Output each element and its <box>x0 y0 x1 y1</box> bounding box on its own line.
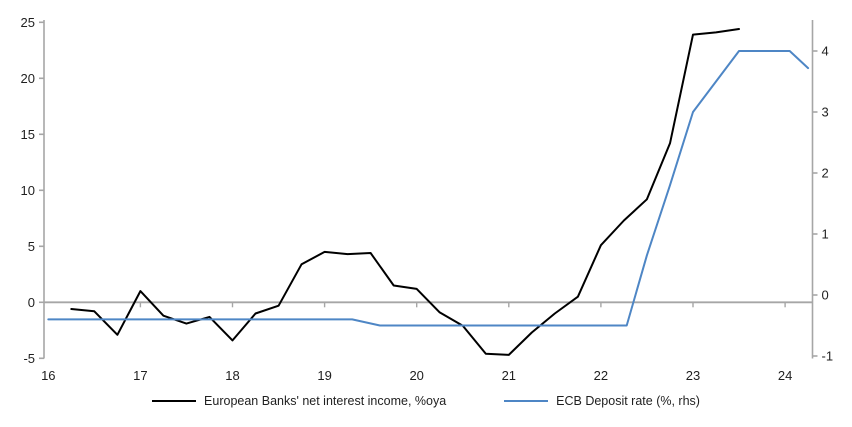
x-axis: 16 17 18 19 20 21 22 23 24 <box>41 301 813 383</box>
x-axis-tick-label: 17 <box>133 368 147 383</box>
left-axis-tick-label: 25 <box>21 15 35 30</box>
left-axis: 25 20 15 10 5 0 -5 <box>21 15 45 366</box>
right-axis: 4 3 2 1 0 -1 <box>811 20 834 364</box>
left-axis-tick-label: 5 <box>28 239 35 254</box>
right-axis-tick-label: 0 <box>822 288 829 303</box>
left-axis-tick-label: -5 <box>23 351 35 366</box>
x-axis-tick-label: 16 <box>41 368 55 383</box>
right-axis-tick-label: 3 <box>822 105 829 120</box>
x-axis-tick-label: 23 <box>686 368 700 383</box>
x-axis-tick-label: 20 <box>409 368 423 383</box>
x-axis-tick-label: 19 <box>317 368 331 383</box>
left-axis-tick-label: 20 <box>21 71 35 86</box>
series-line-ecb-deposit-rate <box>47 50 810 327</box>
chart-legend: European Banks' net interest income, %oy… <box>0 394 852 408</box>
x-axis-tick-label: 24 <box>778 368 792 383</box>
left-axis-tick-label: 10 <box>21 183 35 198</box>
legend-item-ecb-deposit-rate: ECB Deposit rate (%, rhs) <box>504 394 700 408</box>
series-lines <box>47 28 810 356</box>
legend-item-net-interest-income: European Banks' net interest income, %oy… <box>152 394 446 408</box>
right-axis-tick-label: 1 <box>822 227 829 242</box>
legend-label-ecb-deposit-rate: ECB Deposit rate (%, rhs) <box>556 394 700 408</box>
x-axis-tick-label: 18 <box>225 368 239 383</box>
left-axis-tick-label: 15 <box>21 127 35 142</box>
right-axis-tick-label: 2 <box>822 166 829 181</box>
right-axis-tick-label: 4 <box>822 44 829 59</box>
x-axis-tick-label: 21 <box>502 368 516 383</box>
series-line-net-interest-income <box>70 28 740 356</box>
legend-line-swatch-blue <box>504 400 549 402</box>
right-axis-tick-label: -1 <box>822 349 834 364</box>
legend-line-swatch-black <box>152 400 197 402</box>
x-axis-tick-label: 22 <box>594 368 608 383</box>
left-axis-tick-label: 0 <box>28 295 35 310</box>
legend-label-net-interest-income: European Banks' net interest income, %oy… <box>204 394 447 408</box>
